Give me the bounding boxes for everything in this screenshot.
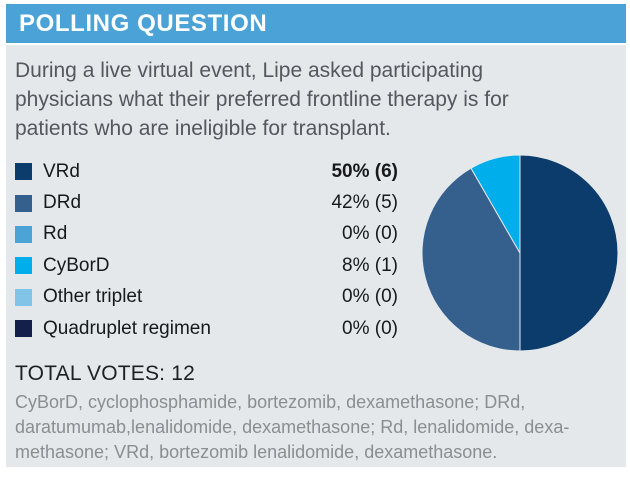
legend-swatch <box>15 320 32 338</box>
pie-chart <box>421 154 619 352</box>
legend-row: Quadruplet regimen 0% (0) <box>15 313 398 344</box>
legend-label: Quadruplet regimen <box>43 317 211 339</box>
legend-row: Other triplet 0% (0) <box>15 282 398 313</box>
footnote-line: daratumumab,lenalidomide, dexamethasone;… <box>15 417 570 437</box>
page-title: POLLING QUESTION <box>19 9 268 37</box>
legend-row: Rd 0% (0) <box>15 219 398 250</box>
footnote-line: methasone; VRd, bortezomib lenalidomide,… <box>15 442 498 462</box>
pie-slice-cybord <box>470 154 521 255</box>
total-votes-label: TOTAL VOTES: <box>15 362 166 385</box>
legend-row: DRd 42% (5) <box>15 187 398 218</box>
legend-label: DRd <box>43 192 82 214</box>
abbreviation-footnote: CyBorD, cyclophosphamide, bortezomib, de… <box>15 390 615 465</box>
header-bar: POLLING QUESTION <box>6 4 626 43</box>
legend-row: VRd 50% (6) <box>15 156 398 187</box>
pie-slice-drd <box>421 167 521 352</box>
pie-chart-container <box>418 151 622 355</box>
pie-slice-vrd <box>519 154 619 352</box>
legend-swatch <box>15 225 32 243</box>
legend-value: 0% (0) <box>342 223 398 245</box>
legend-label: CyBorD <box>43 254 110 276</box>
poll-legend: VRd 50% (6) DRd 42% (5) Rd 0% (0) CyBorD… <box>15 156 398 344</box>
legend-value: 0% (0) <box>342 286 398 308</box>
legend-label: Rd <box>43 223 68 245</box>
total-votes: TOTAL VOTES: 12 <box>15 362 195 386</box>
legend-label: Other triplet <box>43 286 143 308</box>
legend-swatch <box>15 288 32 306</box>
legend-value: 42% (5) <box>331 192 398 214</box>
content-panel: During a live virtual event, Lipe asked … <box>6 45 626 467</box>
legend-swatch <box>15 257 32 275</box>
legend-value: 50% (6) <box>331 160 398 182</box>
legend-label: VRd <box>43 160 80 182</box>
legend-value: 8% (1) <box>342 254 398 276</box>
legend-swatch <box>15 163 32 181</box>
legend-swatch <box>15 194 32 212</box>
legend-row: CyBorD 8% (1) <box>15 250 398 281</box>
footnote-line: CyBorD, cyclophosphamide, bortezomib, de… <box>15 392 526 412</box>
legend-value: 0% (0) <box>342 317 398 339</box>
question-text: During a live virtual event, Lipe asked … <box>15 59 509 140</box>
total-votes-value: 12 <box>171 362 196 385</box>
